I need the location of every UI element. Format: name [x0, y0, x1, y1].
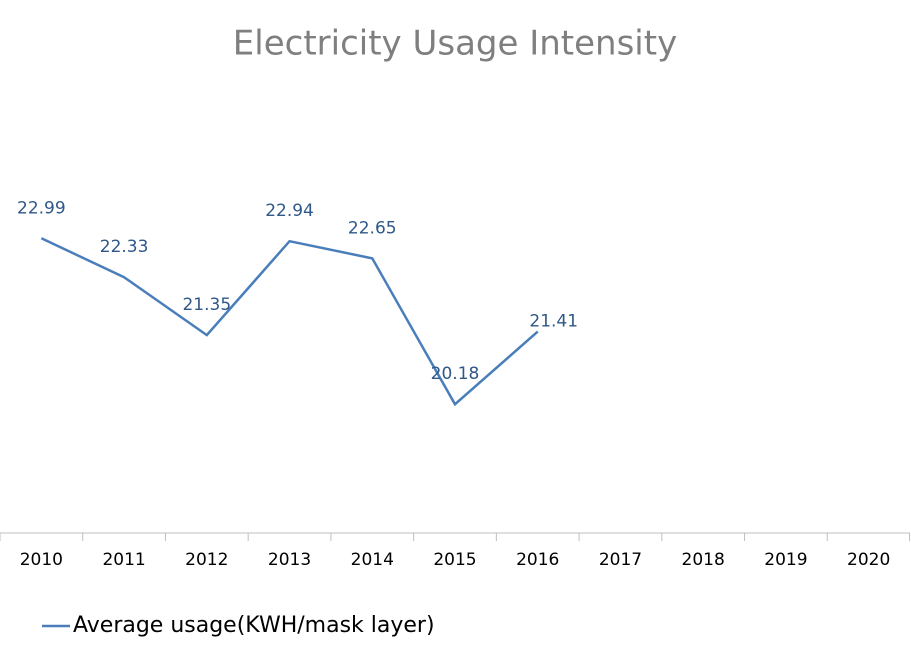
data-label: 22.94	[265, 201, 314, 221]
chart-title: Electricity Usage Intensity	[233, 24, 677, 64]
x-tick-label: 2015	[433, 550, 476, 570]
data-label: 21.35	[182, 295, 231, 315]
x-tick-label: 2017	[599, 550, 642, 570]
legend-label: Average usage(KWH/mask layer)	[73, 613, 435, 638]
data-line	[40, 237, 539, 407]
x-tick-label: 2018	[682, 550, 725, 570]
data-label: 20.18	[431, 364, 480, 384]
data-label: 22.99	[17, 198, 66, 218]
x-tick-label: 2012	[185, 550, 228, 570]
x-tick-label: 2014	[351, 550, 394, 570]
x-tick-label: 2019	[764, 550, 807, 570]
data-label: 22.33	[100, 237, 149, 257]
x-tick-label: 2011	[102, 550, 145, 570]
data-label: 21.41	[529, 312, 578, 332]
x-tick-label: 2013	[268, 550, 311, 570]
x-tick-label: 2020	[847, 550, 890, 570]
x-tick-label: 2010	[20, 550, 63, 570]
data-label: 22.65	[348, 218, 397, 238]
x-tick-label: 2016	[516, 550, 559, 570]
